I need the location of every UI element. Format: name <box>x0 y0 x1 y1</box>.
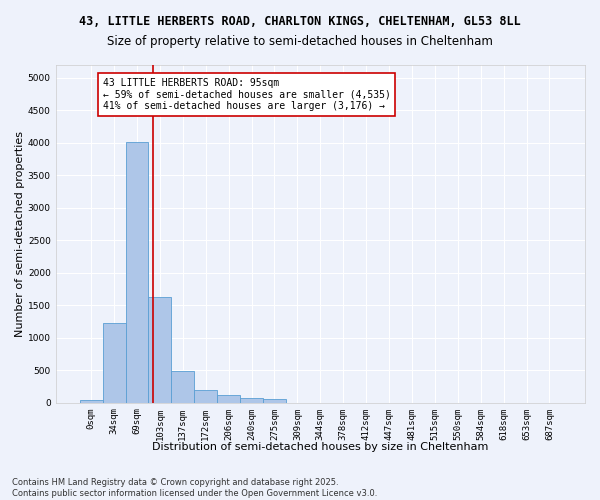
Bar <box>80 400 103 402</box>
Text: 43 LITTLE HERBERTS ROAD: 95sqm
← 59% of semi-detached houses are smaller (4,535): 43 LITTLE HERBERTS ROAD: 95sqm ← 59% of … <box>103 78 391 111</box>
Text: Contains HM Land Registry data © Crown copyright and database right 2025.
Contai: Contains HM Land Registry data © Crown c… <box>12 478 377 498</box>
Bar <box>125 142 148 402</box>
Bar <box>263 399 286 402</box>
Y-axis label: Number of semi-detached properties: Number of semi-detached properties <box>15 131 25 337</box>
Bar <box>148 298 172 403</box>
Bar <box>194 390 217 402</box>
Text: Size of property relative to semi-detached houses in Cheltenham: Size of property relative to semi-detach… <box>107 35 493 48</box>
Bar <box>103 323 125 402</box>
Bar <box>172 372 194 402</box>
Bar <box>240 398 263 402</box>
Text: 43, LITTLE HERBERTS ROAD, CHARLTON KINGS, CHELTENHAM, GL53 8LL: 43, LITTLE HERBERTS ROAD, CHARLTON KINGS… <box>79 15 521 28</box>
Bar <box>217 396 240 402</box>
X-axis label: Distribution of semi-detached houses by size in Cheltenham: Distribution of semi-detached houses by … <box>152 442 488 452</box>
